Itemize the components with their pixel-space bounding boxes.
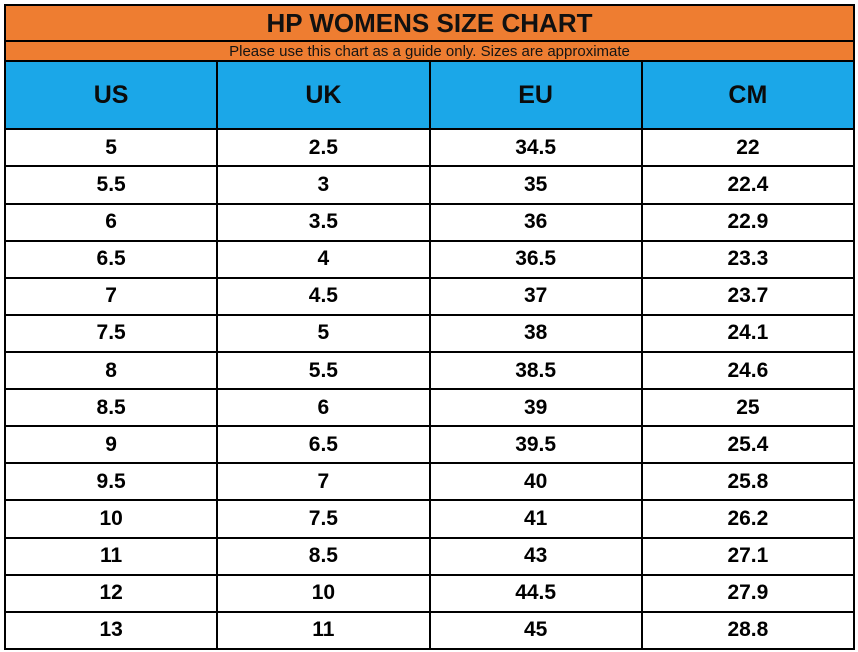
- size-cell-uk: 3: [216, 165, 431, 205]
- table-row: 11 8.5 43 27.1: [3, 536, 856, 576]
- size-cell-us: 6: [3, 202, 219, 242]
- size-cell-uk: 6.5: [216, 425, 431, 465]
- size-cell-us: 8: [3, 351, 219, 391]
- size-cell-eu: 36.5: [428, 239, 643, 279]
- size-cell-uk: 6: [216, 388, 431, 428]
- size-cell-cm: 22.9: [640, 202, 856, 242]
- size-cell-cm: 26.2: [640, 499, 856, 539]
- column-header-us: US: [3, 60, 219, 131]
- size-cell-us: 9.5: [3, 462, 219, 502]
- size-cell-us: 7: [3, 276, 219, 316]
- size-cell-us: 9: [3, 425, 219, 465]
- chart-subtitle: Please use this chart as a guide only. S…: [4, 40, 855, 63]
- size-cell-us: 8.5: [3, 388, 219, 428]
- column-header-uk: UK: [216, 60, 431, 131]
- table-row: 12 10 44.5 27.9: [3, 573, 856, 613]
- size-cell-eu: 39: [428, 388, 643, 428]
- size-cell-uk: 4.5: [216, 276, 431, 316]
- size-cell-us: 10: [3, 499, 219, 539]
- column-header-cm: CM: [640, 60, 856, 131]
- table-row: 13 11 45 28.8: [3, 610, 856, 651]
- size-cell-eu: 37: [428, 276, 643, 316]
- size-cell-eu: 43: [428, 536, 643, 576]
- size-cell-cm: 23.3: [640, 239, 856, 279]
- header-row: US UK EU CM: [3, 60, 856, 131]
- size-cell-cm: 25.4: [640, 425, 856, 465]
- size-cell-us: 12: [3, 573, 219, 613]
- size-cell-uk: 7.5: [216, 499, 431, 539]
- table-row: 8 5.5 38.5 24.6: [3, 351, 856, 391]
- subtitle-row: Please use this chart as a guide only. S…: [4, 40, 855, 63]
- size-cell-eu: 38: [428, 313, 643, 354]
- table-row: 7 4.5 37 23.7: [3, 276, 856, 316]
- table-row: 5.5 3 35 22.4: [3, 165, 856, 205]
- size-cell-eu: 39.5: [428, 425, 643, 465]
- size-cell-cm: 23.7: [640, 276, 856, 316]
- size-cell-uk: 2.5: [216, 128, 431, 168]
- table-row: 10 7.5 41 26.2: [3, 499, 856, 539]
- size-cell-cm: 24.1: [640, 313, 856, 354]
- table-row: 6.5 4 36.5 23.3: [3, 239, 856, 279]
- size-cell-eu: 38.5: [428, 351, 643, 391]
- size-cell-uk: 5: [216, 313, 431, 354]
- size-cell-cm: 25.8: [640, 462, 856, 502]
- chart-title: HP WOMENS SIZE CHART: [4, 3, 855, 43]
- size-cell-eu: 35: [428, 165, 643, 205]
- size-chart-table: HP WOMENS SIZE CHART Please use this cha…: [3, 3, 856, 651]
- size-cell-cm: 22: [640, 128, 856, 168]
- table-row: 5 2.5 34.5 22: [3, 128, 856, 168]
- size-cell-cm: 24.6: [640, 351, 856, 391]
- size-cell-cm: 25: [640, 388, 856, 428]
- size-cell-cm: 27.1: [640, 536, 856, 576]
- size-cell-cm: 27.9: [640, 573, 856, 613]
- size-cell-us: 13: [3, 610, 219, 651]
- size-cell-us: 7.5: [3, 313, 219, 354]
- size-cell-uk: 7: [216, 462, 431, 502]
- table-row: 9 6.5 39.5 25.4: [3, 425, 856, 465]
- size-cell-eu: 36: [428, 202, 643, 242]
- size-cell-cm: 22.4: [640, 165, 856, 205]
- size-cell-cm: 28.8: [640, 610, 856, 651]
- table-row: 9.5 7 40 25.8: [3, 462, 856, 502]
- size-cell-uk: 10: [216, 573, 431, 613]
- size-cell-eu: 40: [428, 462, 643, 502]
- size-cell-eu: 34.5: [428, 128, 643, 168]
- table-row: 8.5 6 39 25: [3, 388, 856, 428]
- size-cell-us: 5: [3, 128, 219, 168]
- table-row: 6 3.5 36 22.9: [3, 202, 856, 242]
- size-cell-us: 11: [3, 536, 219, 576]
- size-cell-us: 5.5: [3, 165, 219, 205]
- size-cell-eu: 45: [428, 610, 643, 651]
- size-cell-eu: 44.5: [428, 573, 643, 613]
- size-cell-uk: 4: [216, 239, 431, 279]
- table-row: 7.5 5 38 24.1: [3, 313, 856, 354]
- size-cell-us: 6.5: [3, 239, 219, 279]
- size-cell-uk: 11: [216, 610, 431, 651]
- size-cell-eu: 41: [428, 499, 643, 539]
- size-cell-uk: 5.5: [216, 351, 431, 391]
- size-cell-uk: 8.5: [216, 536, 431, 576]
- column-header-eu: EU: [428, 60, 643, 131]
- title-row: HP WOMENS SIZE CHART: [4, 3, 855, 43]
- size-cell-uk: 3.5: [216, 202, 431, 242]
